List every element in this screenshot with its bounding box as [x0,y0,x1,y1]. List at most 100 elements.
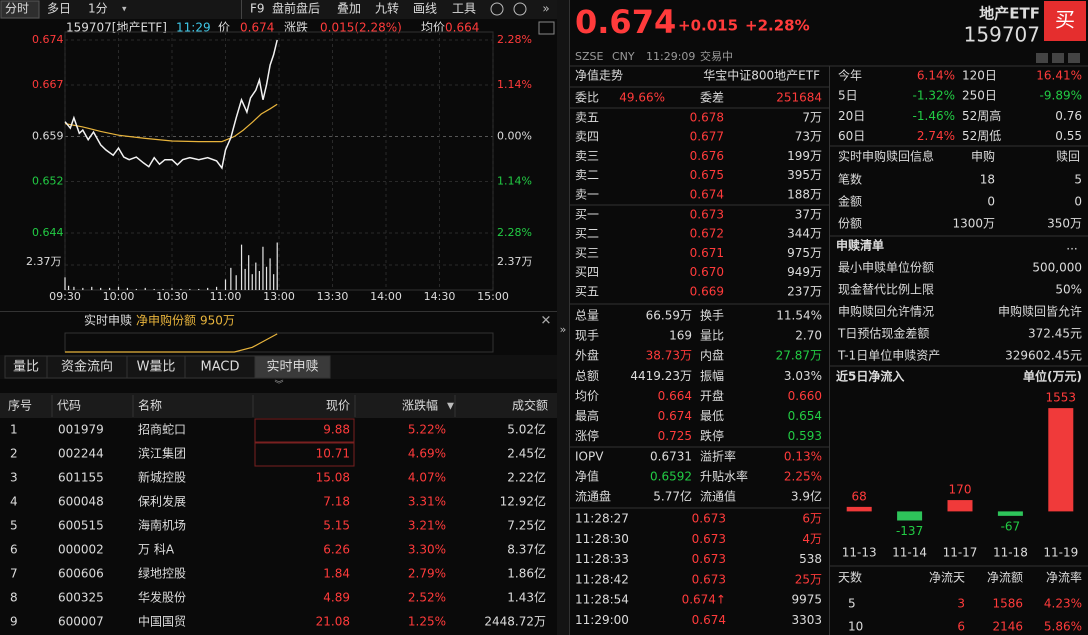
column-header[interactable]: 代码 [57,399,81,413]
tool-button[interactable]: 工具 [452,2,476,16]
label: 开盘 [700,388,724,403]
table-cell: 21.08 [316,615,350,629]
table-cell: 滨江集团 [138,446,186,461]
expand-icon[interactable]: ︾ [274,380,283,391]
indicator-tab[interactable]: 资金流向 [61,359,113,375]
splitter-arrow[interactable]: » [560,323,567,336]
data-label: -67 [1001,519,1021,533]
label: 最小申赎单位份额 [838,260,934,275]
label: 0.6731 [650,450,692,464]
table-cell: 000002 [58,543,104,557]
volume-bar [255,262,257,290]
book-volume: 395万 [787,168,822,182]
x-tick-label: 11-18 [993,546,1028,560]
trade-price: 0.673 [692,572,726,586]
buy-button[interactable]: 买 [1055,8,1075,32]
sort-icon[interactable]: ▼ [447,402,454,412]
trade-time: 11:28:54 [575,593,629,607]
tab[interactable]: 多日 [47,2,71,16]
wp-icon[interactable] [538,21,555,35]
indicator-tab[interactable]: MACD [201,360,240,375]
table-cell: 600048 [58,495,104,509]
table-cell: 4.23% [1044,597,1082,611]
data-label: 68 [852,489,867,503]
column-header[interactable]: 成交额 [512,398,548,413]
column-header[interactable]: 序号 [8,398,32,413]
label: 0.664 [658,389,692,403]
icon[interactable] [1036,53,1048,63]
book-label: 买四 [575,265,599,279]
column-header[interactable]: 名称 [138,398,162,413]
icon[interactable] [1052,53,1064,63]
label: 现金替代比例上限 [838,282,934,297]
label: 0 [987,195,995,209]
label: 27.87万 [776,349,822,363]
table-cell: 7 [10,567,18,581]
indicator-tab[interactable]: 量比 [13,360,39,375]
table-cell: 3.31% [408,495,446,509]
close-icon[interactable]: ✕ [541,314,552,329]
bar [947,500,973,512]
table-cell: 2.79% [408,567,446,581]
book-volume: 237万 [787,284,822,298]
volume-bar [230,267,232,290]
trade-time: 11:28:42 [575,572,629,586]
label[interactable]: ... [1066,239,1077,253]
y2-tick-label: 2.28% [497,33,532,46]
column-header: 天数 [838,570,862,585]
column-header[interactable]: 现价 [326,399,350,413]
volume-bar [108,287,111,290]
table-cell: 4 [10,495,18,509]
table-cell: 5.02亿 [507,422,546,437]
tab[interactable]: 1分 [88,2,108,16]
refresh-icon[interactable] [513,2,527,16]
icon[interactable] [1068,53,1080,63]
table-cell: 5.15 [323,519,350,533]
label: 份额 [838,217,862,231]
chart-header: 0.015(2.28%) [320,21,402,35]
tool-button[interactable]: F9 [250,2,265,16]
toolbar-bg [0,0,557,19]
bar [1048,408,1074,512]
volume-bar [207,287,209,290]
label: 60日 [838,129,865,143]
volume-tick-label: 2.37万 [497,255,533,268]
table-cell: 2.52% [408,591,446,605]
tool-button[interactable]: 盘前盘后 [272,1,320,16]
tab[interactable]: 分时 [5,2,29,16]
label: 委比 [575,91,599,105]
table-cell: 7.25亿 [507,518,546,533]
highlight-cell [254,442,355,467]
book-volume: 37万 [795,208,822,222]
highlight-cell [254,418,355,443]
label: 0.55 [1055,129,1082,143]
label: 溢折率 [700,449,736,464]
tab-bg[interactable] [254,355,331,379]
tool-button[interactable]: 画线 [413,2,437,16]
data-label: 1553 [1046,391,1077,405]
table-cell: 15.08 [316,471,350,485]
indicator-tab[interactable]: 实时申赎 [266,360,318,375]
buy-button-bg[interactable] [1044,1,1086,41]
active-tab-bg [0,0,40,19]
label: 0.13% [784,450,822,464]
book-label: 卖二 [575,168,599,182]
tool-button[interactable]: 叠加 [337,2,361,16]
tool-button[interactable]: 九转 [375,1,399,16]
table-cell: 10 [848,620,863,634]
dropdown-caret[interactable]: ▾ [122,5,127,15]
table-cell: 600606 [58,567,104,581]
collapse-icon[interactable]: » [542,2,549,16]
label: 最高 [575,408,599,423]
column-header[interactable]: 涨跌幅 [402,398,438,413]
label: 净值走势 [575,68,623,83]
table-cell: 1.43亿 [507,590,546,605]
book-price: 0.675 [690,168,724,182]
indicator-tab[interactable]: W量比 [137,360,176,375]
table-cell: 9.88 [323,423,350,437]
table-cell: 2 [10,447,18,461]
label: 升贴水率 [700,469,748,484]
volume-bar [91,286,93,290]
label: 0.593 [788,429,822,443]
settings-icon[interactable] [490,2,504,16]
